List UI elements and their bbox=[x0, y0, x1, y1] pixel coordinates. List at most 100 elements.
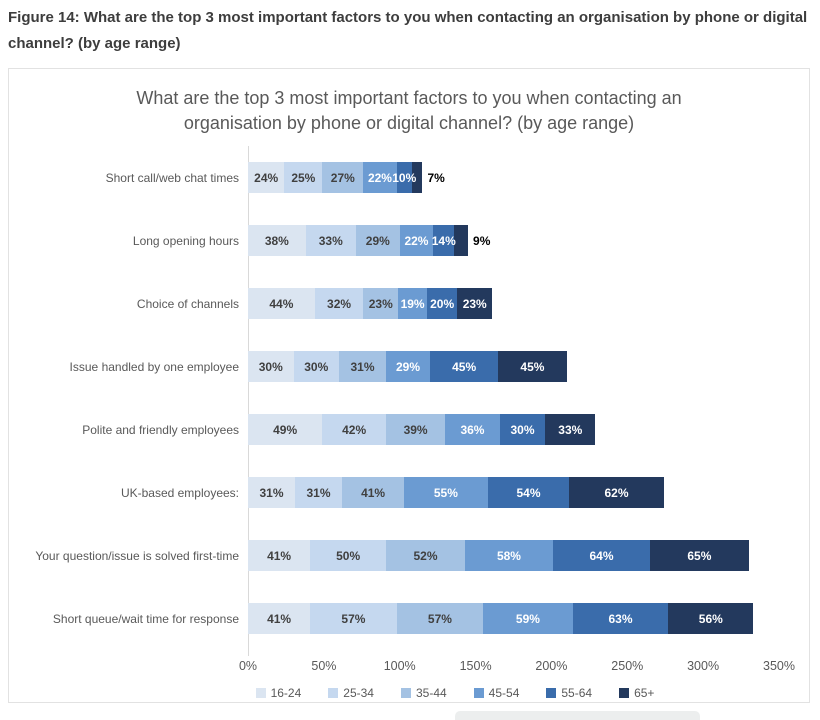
bar-segment-35-44: 27% bbox=[322, 162, 364, 193]
stacked-bar: 38% 33% 29% 22% 14% bbox=[248, 225, 469, 256]
category-label: Polite and friendly employees bbox=[82, 422, 239, 437]
bar-segment-25-34: 50% bbox=[310, 540, 387, 571]
bar-segment-55-64: 20% bbox=[426, 288, 458, 319]
legend-label: 25-34 bbox=[343, 686, 374, 700]
legend-label: 35-44 bbox=[415, 686, 447, 700]
stacked-bar: 49% 42% 39% 36% 30% 33% bbox=[248, 414, 596, 445]
legend-item-16-24: 16-24 bbox=[255, 686, 302, 700]
data-label: 41% bbox=[267, 548, 292, 563]
bar-segment-16-24: 38% bbox=[248, 225, 306, 256]
x-axis-tick-label: 100% bbox=[383, 659, 416, 673]
legend-label: 16-24 bbox=[270, 686, 302, 700]
data-label: 23% bbox=[462, 296, 487, 311]
bar-segment-35-44: 31% bbox=[339, 351, 386, 382]
chart-row: Your question/issue is solved first-time… bbox=[9, 524, 809, 587]
data-label: 31% bbox=[306, 485, 331, 500]
x-axis-tick-label: 350% bbox=[763, 659, 795, 673]
data-label: 25% bbox=[291, 170, 316, 185]
chart-row: Short call/web chat times 24% 25% 27% 22% 10%… bbox=[9, 146, 809, 209]
data-label: 30% bbox=[258, 359, 283, 374]
data-label: 36% bbox=[460, 422, 485, 437]
data-label: 10% bbox=[392, 170, 417, 185]
bar-segment-16-24: 49% bbox=[248, 414, 323, 445]
chart-canvas: What are the top 3 most important factor… bbox=[8, 68, 810, 703]
bar-segment-55-64: 64% bbox=[552, 540, 651, 571]
legend-swatch-icon bbox=[255, 688, 266, 698]
y-axis-line bbox=[248, 146, 249, 656]
data-label: 49% bbox=[273, 422, 298, 437]
bar-segment-35-44: 39% bbox=[385, 414, 446, 445]
chart-row: Polite and friendly employees 49% 42% 39% 36… bbox=[9, 398, 809, 461]
category-label: Your question/issue is solved first-time bbox=[35, 548, 239, 563]
chart-title: What are the top 3 most important factor… bbox=[136, 88, 682, 134]
category-label: Short call/web chat times bbox=[105, 170, 239, 185]
data-label: 41% bbox=[361, 485, 386, 500]
bar-segment-65+: 45% bbox=[498, 351, 567, 382]
bar-segment-45-54: 19% bbox=[398, 288, 427, 319]
bar-segment-35-44: 29% bbox=[355, 225, 400, 256]
bar-segment-65+: 62% bbox=[569, 477, 664, 508]
data-label: 19% bbox=[400, 296, 425, 311]
data-label: 20% bbox=[430, 296, 455, 311]
bar-segment-25-34: 32% bbox=[314, 288, 364, 319]
legend-swatch-icon bbox=[619, 688, 630, 698]
bar-segment-55-64: 54% bbox=[487, 477, 570, 508]
bar-segment-35-44: 52% bbox=[386, 540, 465, 571]
data-label: 31% bbox=[259, 485, 284, 500]
legend-swatch-icon bbox=[400, 688, 411, 698]
data-label: 33% bbox=[558, 422, 583, 437]
bar-track: 24% 25% 27% 22% 10% 7% bbox=[248, 146, 445, 209]
x-axis-tick-label: 0% bbox=[238, 659, 258, 673]
figure-caption: Figure 14: What are the top 3 most impor… bbox=[8, 9, 808, 52]
data-label: 31% bbox=[350, 359, 375, 374]
x-axis-tick-label: 200% bbox=[535, 659, 568, 673]
bar-track: 41% 50% 52% 58% 64% 65% bbox=[248, 524, 749, 587]
data-label: 29% bbox=[365, 233, 390, 248]
stacked-bar: 31% 31% 41% 55% 54% 62% bbox=[248, 477, 664, 508]
data-label: 29% bbox=[395, 359, 421, 374]
data-label: 45% bbox=[452, 359, 477, 374]
data-label: 41% bbox=[267, 611, 292, 626]
data-label: 56% bbox=[698, 611, 723, 626]
data-label: 59% bbox=[515, 611, 540, 626]
bar-segment-65+: 23% bbox=[457, 288, 493, 319]
category-label: UK-based employees: bbox=[120, 485, 239, 500]
data-label: 22% bbox=[367, 170, 392, 185]
bar-segment-65+ bbox=[454, 225, 469, 256]
data-label: 55% bbox=[433, 485, 458, 500]
legend-label: 65+ bbox=[634, 686, 655, 700]
data-label: 23% bbox=[368, 296, 393, 311]
bar-segment-65+: 33% bbox=[545, 414, 596, 445]
bar-segment-16-24: 41% bbox=[248, 603, 311, 634]
legend-item-25-34: 25-34 bbox=[328, 686, 374, 700]
bar-track: 49% 42% 39% 36% 30% 33% bbox=[248, 398, 596, 461]
data-label: 65% bbox=[687, 548, 712, 563]
category-label: Long opening hours bbox=[132, 233, 239, 248]
stacked-bar: 41% 57% 57% 59% 63% 56% bbox=[248, 603, 754, 634]
legend-label: 45-54 bbox=[488, 686, 520, 700]
bar-track: 30% 30% 31% 29% 45% 45% bbox=[248, 335, 567, 398]
data-label: 38% bbox=[264, 233, 289, 248]
bar-segment-55-64: 45% bbox=[430, 351, 499, 382]
data-label: 39% bbox=[403, 422, 428, 437]
chart-rows: Short call/web chat times 24% 25% 27% 22% 10%… bbox=[9, 146, 809, 650]
data-label: 45% bbox=[520, 359, 545, 374]
data-label: 44% bbox=[269, 296, 294, 311]
data-label: 42% bbox=[342, 422, 367, 437]
bar-segment-35-44: 41% bbox=[342, 477, 405, 508]
data-label: 50% bbox=[336, 548, 361, 563]
bar-segment-55-64: 14% bbox=[432, 225, 456, 256]
bar-segment-65+: 65% bbox=[650, 540, 749, 571]
chart-row: Long opening hours 38% 33% 29% 22% 14% 9% bbox=[9, 209, 809, 272]
data-label: 33% bbox=[318, 233, 343, 248]
data-label: 64% bbox=[589, 548, 614, 563]
data-label: 63% bbox=[608, 611, 633, 626]
bar-segment-45-54: 22% bbox=[363, 162, 397, 193]
chart-row: UK-based employees: 31% 31% 41% 55% 54% 62% bbox=[9, 461, 809, 524]
bar-segment-25-34: 31% bbox=[295, 477, 342, 508]
legend-item-45-54: 45-54 bbox=[473, 686, 520, 700]
bar-segment-45-54: 55% bbox=[404, 477, 488, 508]
bar-segment-55-64: 63% bbox=[572, 603, 669, 634]
data-label-outside: 7% bbox=[427, 170, 445, 185]
legend-swatch-icon bbox=[473, 688, 484, 698]
